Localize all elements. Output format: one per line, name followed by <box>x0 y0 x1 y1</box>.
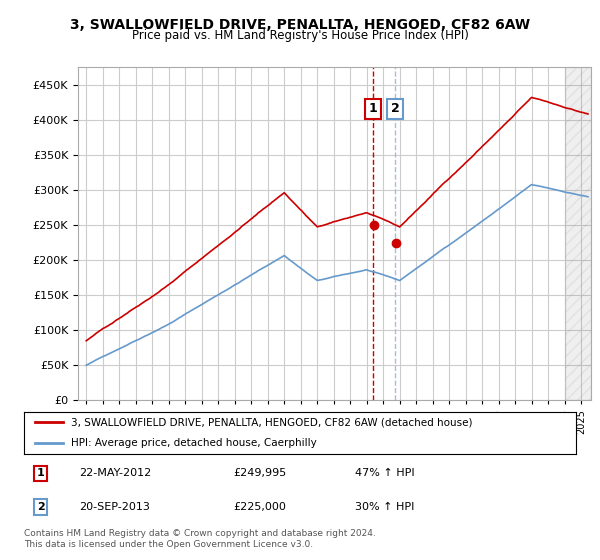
Text: 2: 2 <box>37 502 44 512</box>
Text: 30% ↑ HPI: 30% ↑ HPI <box>355 502 415 512</box>
Text: Price paid vs. HM Land Registry's House Price Index (HPI): Price paid vs. HM Land Registry's House … <box>131 29 469 42</box>
Text: 3, SWALLOWFIELD DRIVE, PENALLTA, HENGOED, CF82 6AW: 3, SWALLOWFIELD DRIVE, PENALLTA, HENGOED… <box>70 18 530 32</box>
Text: Contains HM Land Registry data © Crown copyright and database right 2024.
This d: Contains HM Land Registry data © Crown c… <box>24 529 376 549</box>
Text: HPI: Average price, detached house, Caerphilly: HPI: Average price, detached house, Caer… <box>71 438 317 448</box>
Text: £249,995: £249,995 <box>234 468 287 478</box>
Text: 1: 1 <box>368 102 377 115</box>
Text: 3, SWALLOWFIELD DRIVE, PENALLTA, HENGOED, CF82 6AW (detached house): 3, SWALLOWFIELD DRIVE, PENALLTA, HENGOED… <box>71 417 472 427</box>
Text: £225,000: £225,000 <box>234 502 287 512</box>
Bar <box>565 67 591 400</box>
Text: 22-MAY-2012: 22-MAY-2012 <box>79 468 151 478</box>
Text: 1: 1 <box>37 468 44 478</box>
Text: 2: 2 <box>391 102 400 115</box>
Text: 47% ↑ HPI: 47% ↑ HPI <box>355 468 415 478</box>
Text: 20-SEP-2013: 20-SEP-2013 <box>79 502 150 512</box>
